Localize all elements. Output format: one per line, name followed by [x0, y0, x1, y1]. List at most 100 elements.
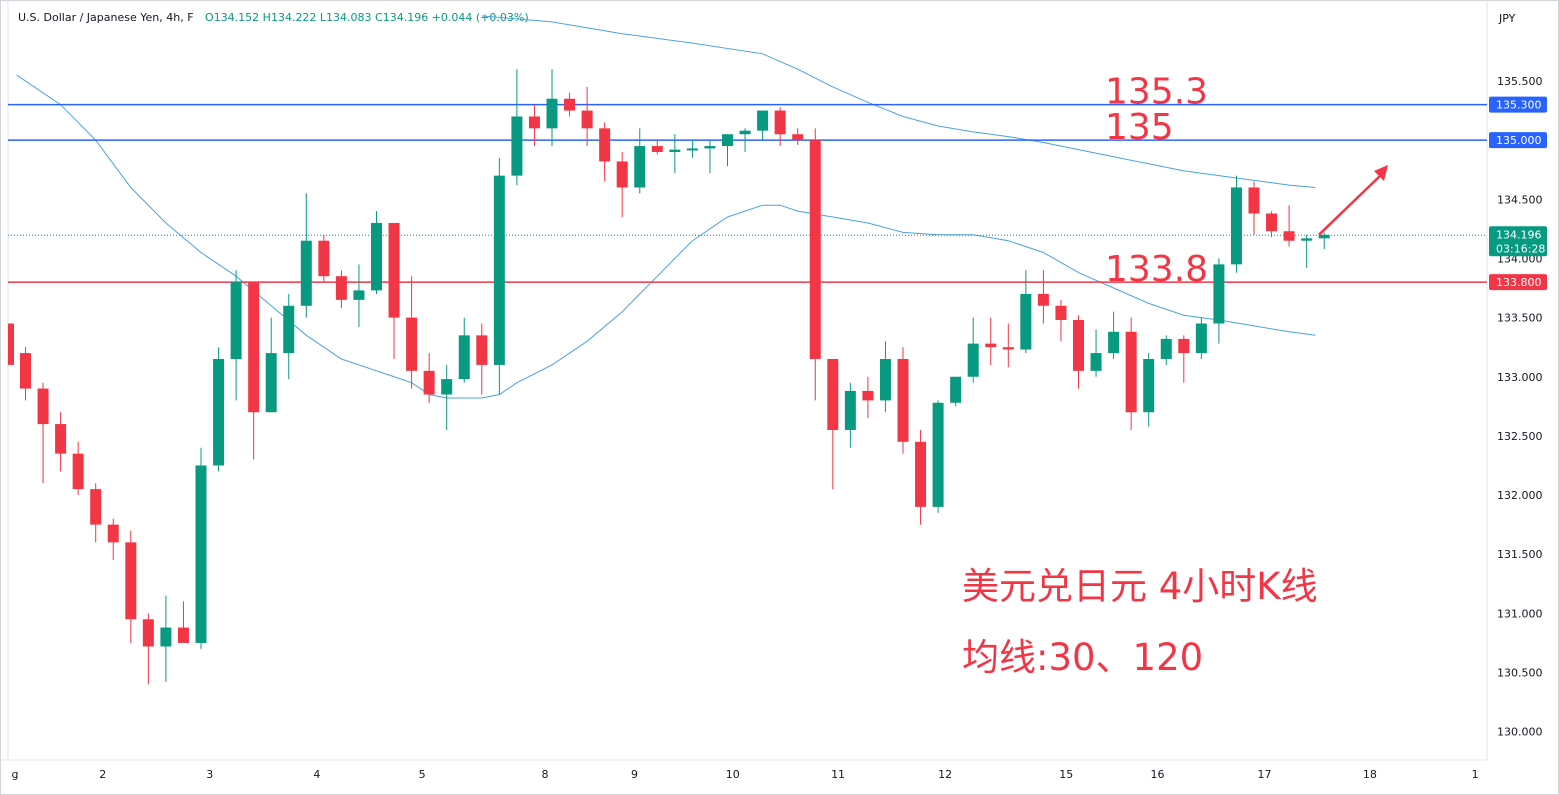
candle-body[interactable] [722, 134, 733, 147]
candle-body[interactable] [20, 353, 31, 389]
x-tick-label: 17 [1258, 768, 1272, 781]
candle-body[interactable] [1002, 347, 1014, 350]
candle-body[interactable] [774, 110, 786, 135]
candle-body[interactable] [950, 376, 962, 403]
candle-body[interactable] [985, 343, 997, 348]
x-tick-label: 5 [419, 768, 426, 781]
candle-body[interactable] [862, 390, 874, 401]
x-tick-label: 12 [938, 768, 952, 781]
candle-body[interactable] [1073, 319, 1084, 371]
candle-body[interactable] [406, 317, 418, 371]
candle-body[interactable] [932, 402, 944, 507]
candle-body[interactable] [388, 222, 400, 318]
candle-body[interactable] [423, 370, 435, 395]
candle-body[interactable] [1301, 238, 1313, 241]
candle-body[interactable] [265, 353, 277, 413]
bar-countdown-label: 03:16:28 [1496, 242, 1545, 255]
candle-body[interactable] [1160, 338, 1172, 360]
candle-body[interactable] [90, 489, 102, 525]
currency-label: JPY [1499, 12, 1516, 25]
candle-body[interactable] [72, 453, 84, 490]
candle-body[interactable] [511, 116, 523, 176]
candle-body[interactable] [1020, 293, 1032, 350]
trend-arrow-shaft [1318, 173, 1383, 236]
candle-body[interactable] [1090, 353, 1102, 371]
candle-body[interactable] [476, 335, 488, 365]
candle-body[interactable] [686, 148, 698, 151]
candle-body[interactable] [1195, 323, 1207, 354]
last-price-tag [1489, 226, 1547, 257]
candle-body[interactable] [581, 110, 593, 129]
candle-body[interactable] [1143, 359, 1155, 413]
candle-body[interactable] [1125, 331, 1137, 413]
ma120-line [481, 15, 1316, 188]
candle-body[interactable] [651, 146, 663, 152]
x-tick-label: 8 [541, 768, 548, 781]
candle-body[interactable] [1248, 187, 1260, 214]
y-tick-label: 132.500 [1497, 430, 1543, 443]
candle-body[interactable] [827, 359, 839, 430]
price-line-axis-label: 135.000 [1496, 134, 1542, 147]
candle-body[interactable] [1266, 213, 1278, 232]
candle-body[interactable] [967, 343, 979, 377]
price-line-axis-tag [1489, 132, 1547, 149]
x-tick-label: 2 [99, 768, 106, 781]
candle-body[interactable] [300, 240, 312, 306]
candle-body[interactable] [1055, 305, 1067, 320]
candle-body[interactable] [915, 441, 927, 507]
candle-body[interactable] [441, 379, 453, 395]
candle-body[interactable] [792, 134, 804, 141]
candle-body[interactable] [1283, 231, 1295, 241]
candle-body[interactable] [704, 146, 716, 149]
candle-body[interactable] [493, 175, 505, 365]
candle-body[interactable] [458, 335, 470, 380]
trend-arrow-head [1374, 165, 1388, 181]
candle-body[interactable] [353, 290, 365, 300]
candle-body[interactable] [897, 359, 909, 442]
candle-body[interactable] [1213, 264, 1225, 324]
candle-body[interactable] [177, 627, 189, 643]
candle-body[interactable] [1108, 331, 1120, 354]
candle-body[interactable] [739, 130, 751, 135]
candle-body[interactable] [37, 388, 49, 425]
candle-body[interactable] [616, 161, 628, 188]
y-tick-label: 133.000 [1497, 371, 1543, 384]
candle-body[interactable] [1318, 234, 1330, 239]
candle-body[interactable] [546, 98, 558, 129]
candle-body[interactable] [564, 98, 576, 111]
candle-body[interactable] [213, 359, 225, 466]
candle-body[interactable] [160, 627, 172, 647]
candle-body[interactable] [757, 110, 769, 131]
x-tick-label: 4 [313, 768, 320, 781]
candle-body[interactable] [528, 116, 540, 129]
candle-body[interactable] [844, 390, 856, 430]
candle-body[interactable] [318, 240, 330, 277]
candle-body[interactable] [1037, 293, 1049, 306]
caption-title: 美元兑日元 4小时K线 [962, 565, 1318, 608]
candle-body[interactable] [669, 149, 681, 152]
candle-body[interactable] [1178, 338, 1190, 354]
candle-body[interactable] [1230, 187, 1242, 265]
candle-body[interactable] [335, 276, 347, 300]
candle-body[interactable] [879, 359, 891, 401]
candle-body[interactable] [142, 619, 154, 647]
candle-body[interactable] [634, 146, 646, 188]
candle-body[interactable] [809, 140, 821, 360]
candle-body[interactable] [107, 524, 119, 543]
candle-body[interactable] [125, 542, 137, 620]
symbol-title[interactable]: U.S. Dollar / Japanese Yen, 4h, F [18, 11, 194, 24]
candle-body-partial [8, 323, 14, 365]
candle-body[interactable] [283, 305, 295, 354]
x-tick-label: 3 [206, 768, 213, 781]
candle-body[interactable] [230, 282, 242, 360]
candle-body[interactable] [599, 128, 611, 162]
candle-body[interactable] [55, 424, 67, 454]
candle-body[interactable] [195, 465, 207, 643]
x-tick-label: 1 [1472, 768, 1479, 781]
candle-body[interactable] [371, 222, 382, 291]
candle-body[interactable] [248, 282, 260, 413]
ohlc-readout: O134.152 H134.222 L134.083 C134.196 +0.0… [205, 11, 529, 24]
x-tick-label: 10 [726, 768, 740, 781]
